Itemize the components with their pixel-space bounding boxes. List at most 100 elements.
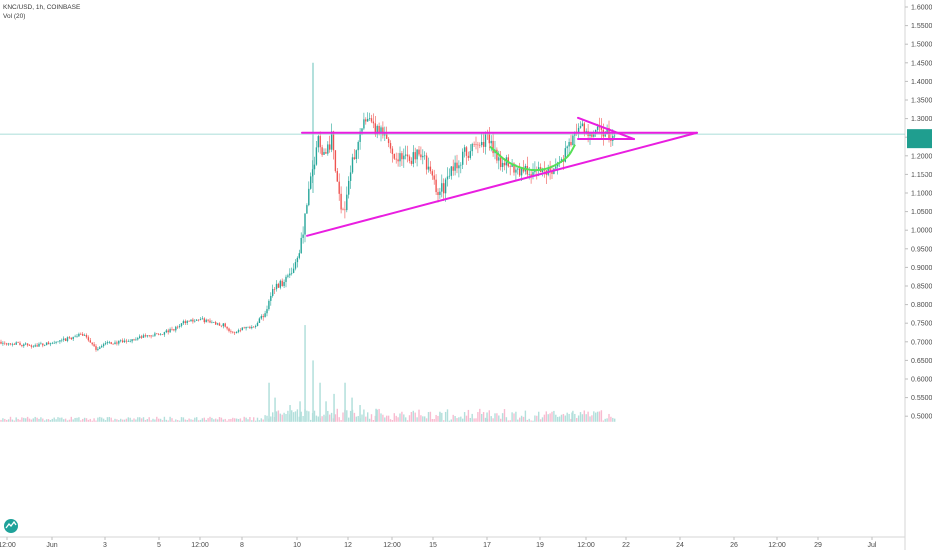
candle-body [414,152,416,160]
volume-bar [177,420,179,422]
candle-body [344,209,346,211]
volume-bar [473,418,475,422]
candle-body [401,153,403,160]
candle-body [156,333,158,335]
volume-bar [291,410,293,422]
volume-bar [192,419,194,422]
candle-body [431,171,433,176]
candle-body [393,153,395,159]
volume-bar [268,382,270,422]
candle-body [370,118,373,122]
candle-body [361,128,363,132]
volume-bar [593,411,595,422]
candle-body [207,319,209,321]
volume-bar [70,416,72,422]
volume-bar [308,411,310,422]
volume-bar [479,408,481,422]
volume-bar [433,419,435,422]
volume-bar [97,417,99,422]
candle-body [577,127,580,133]
candle-body [291,272,293,274]
volume-bar [477,412,479,422]
volume-bar [610,416,612,422]
volume-bar [85,418,88,422]
volume-bar [205,419,207,422]
y-tick-label: 1.3500 [911,98,932,105]
wedge-upper-line[interactable] [577,116,635,141]
volume-bar [494,413,496,422]
time-axis[interactable]: 12:00 Jun 3 5 12:00 8 10 12 12:00 15 17 19 12:00 22 24… [0,537,877,549]
volume-bar [380,413,382,422]
x-tick-label: 10 [293,542,301,549]
volume-bar [146,419,148,422]
candle-body [32,346,34,348]
candle-body [351,157,354,173]
volume-bar [161,420,164,422]
volume-bar [241,420,243,422]
support-trendline[interactable] [306,131,698,237]
candle-body [171,329,173,330]
candle-body [311,169,314,177]
candle-body [173,329,175,331]
volume-bar [458,417,460,422]
volume-bar [201,418,204,422]
candle-body [72,336,74,340]
candle-body [2,342,4,344]
volume-bar [367,412,369,422]
y-tick-label: 0.8000 [911,302,932,309]
candle-body [247,326,249,328]
volume-bar [272,412,274,422]
candle-body [144,335,147,337]
candle-body [403,155,405,160]
volume-bar [463,412,466,422]
volume-bar [15,417,17,422]
volume-bar [82,418,84,422]
candle-body [163,332,166,335]
volume-bar [28,418,31,422]
volume-bar [346,410,348,422]
candle-body [93,344,95,347]
candlesticks [0,62,616,352]
drawing-overlays [0,116,905,237]
y-tick-label: 1.0500 [911,209,932,216]
y-tick-label: 1.1000 [911,191,932,198]
candle-body [76,336,78,337]
candle-body [498,157,500,161]
volume-bar [560,414,563,422]
candle-body [49,343,52,345]
candle-body [78,333,80,337]
volume-bar [437,415,439,422]
volume-bar [78,417,80,422]
price-axis[interactable]: 1.6000 1.5500 1.5000 1.4500 1.4000 1.3500 1.30… [905,5,932,421]
candle-body [44,345,46,346]
volume-bar [249,416,251,422]
y-tick-label: 0.9000 [911,265,932,272]
volume-bar [452,414,454,422]
symbol-line[interactable]: KNC/USD, 1h, COINBASE [3,4,81,11]
candle-body [283,281,285,286]
candle-body [47,342,50,345]
candle-body [146,335,148,337]
y-tick-label: 0.6000 [911,377,932,384]
candle-body [23,344,25,347]
candle-body [272,289,274,296]
volume-bar [454,416,456,422]
volume-bar [112,420,114,422]
volume-bar [125,418,128,422]
candle-body [205,319,207,323]
volume-bar [574,413,576,422]
indicator-line[interactable]: Vol (20) [3,13,25,20]
cup-pattern-curve[interactable] [489,144,576,172]
volume-bar [247,419,249,422]
volume-bar [446,409,449,422]
candle-body [279,280,281,288]
candle-body [321,147,323,155]
candle-body [342,209,344,211]
candle-body [34,345,36,347]
candle-body [429,166,432,172]
tradingview-logo-icon[interactable] [4,519,18,533]
y-tick-label: 1.5500 [911,23,932,30]
candle-body [367,118,369,122]
